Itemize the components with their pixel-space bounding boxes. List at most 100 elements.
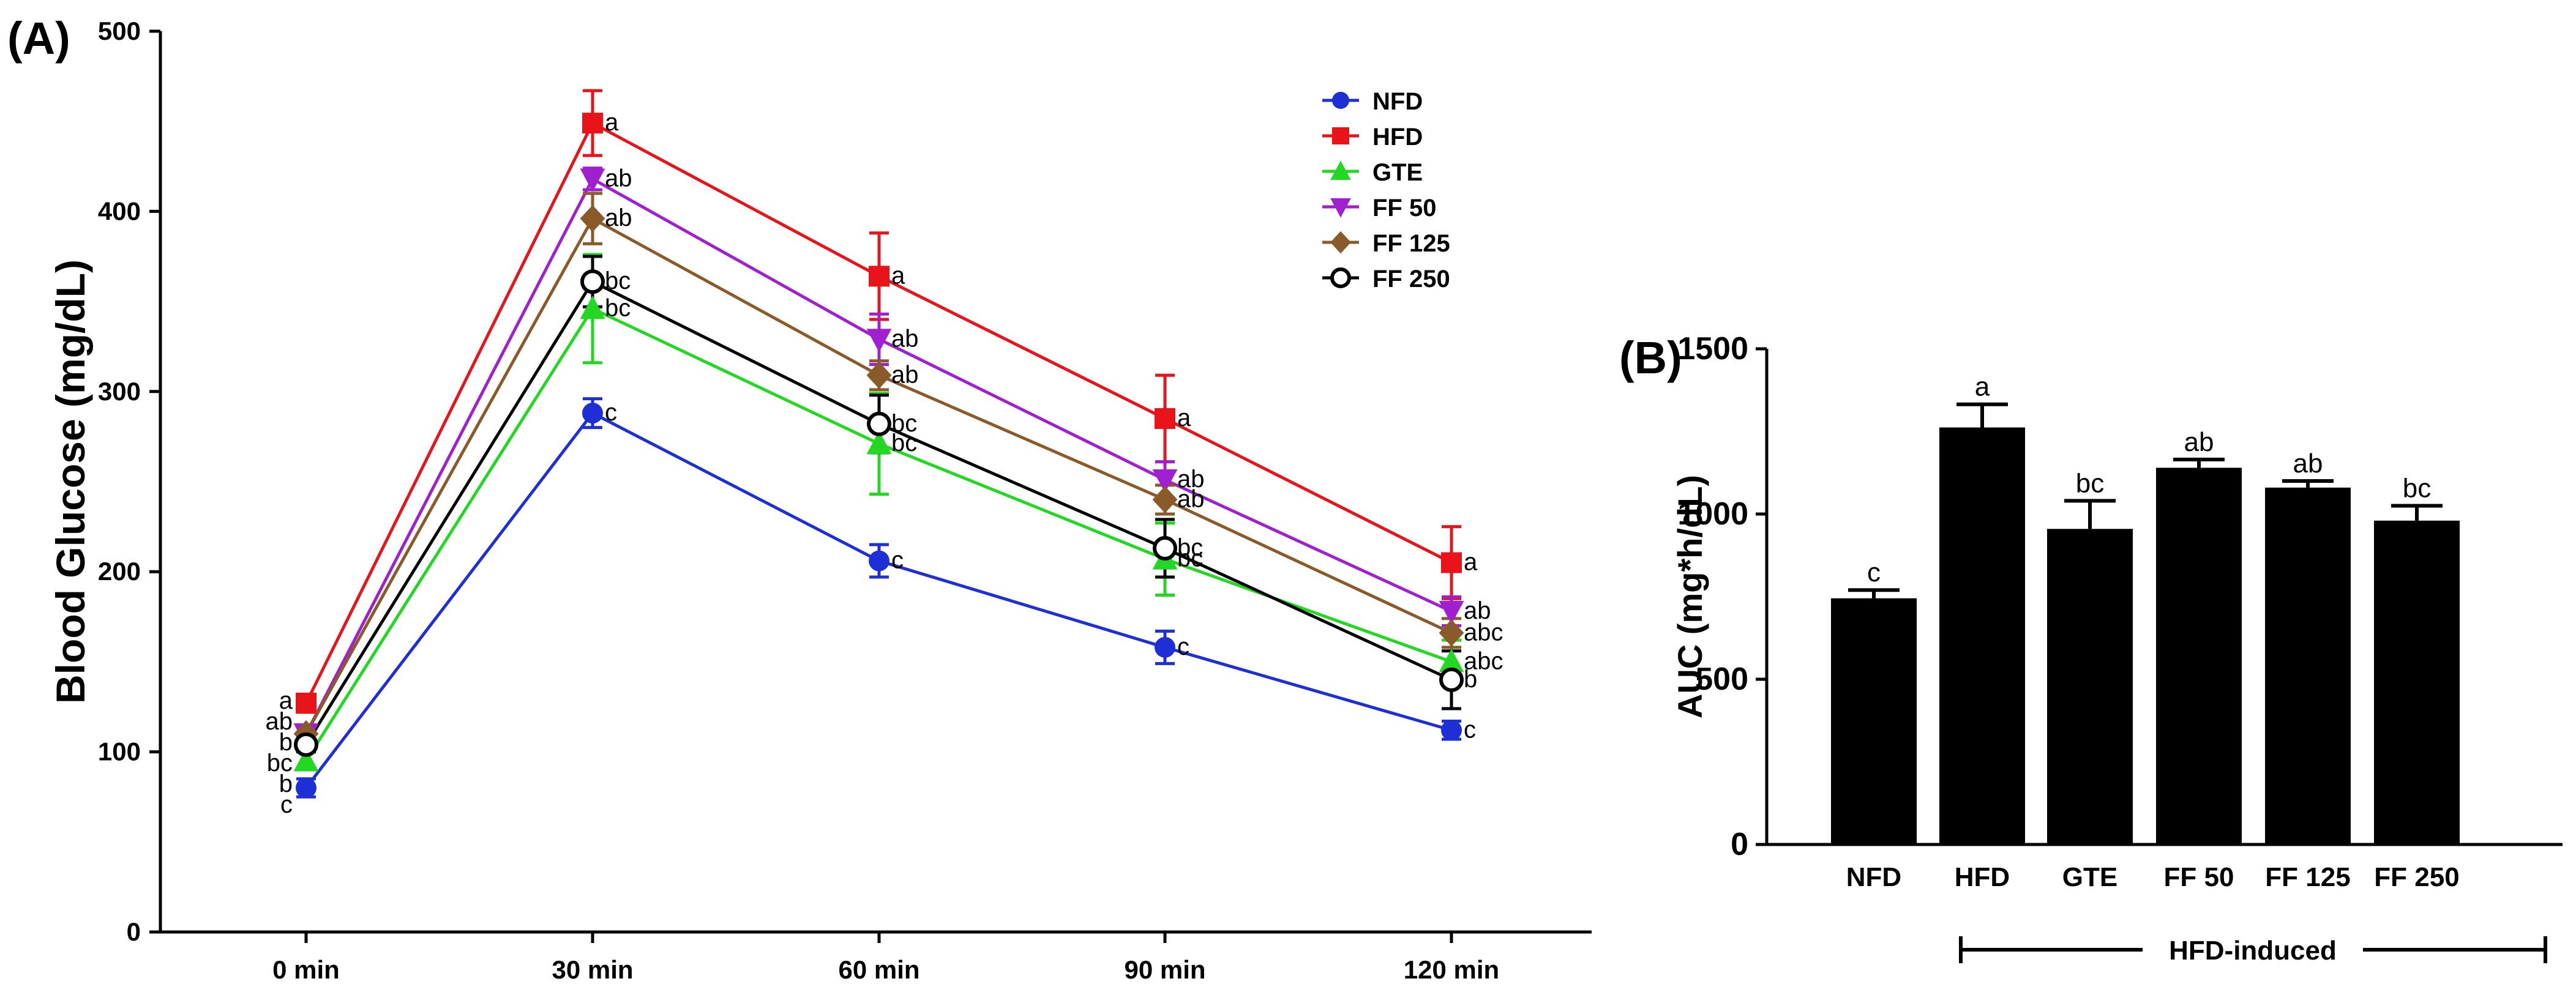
significance-letter: ab (891, 361, 919, 388)
significance-letter: b (279, 770, 293, 797)
significance-letter: c (1464, 716, 1476, 743)
data-point (866, 329, 892, 352)
x-tick-label: 120 min (1404, 955, 1499, 984)
significance-letter: a (1975, 372, 1990, 402)
data-point (580, 296, 605, 319)
legend-marker (1332, 92, 1349, 109)
x-tick-label: FF 250 (2374, 862, 2459, 892)
x-tick-label: NFD (1846, 862, 1901, 892)
significance-letter: ab (266, 708, 293, 735)
significance-letter: c (1867, 557, 1881, 587)
x-tick-label: 0 min (272, 955, 340, 984)
data-point (580, 168, 605, 192)
significance-letter: a (1464, 548, 1478, 575)
bar-ff-250 (2374, 520, 2460, 844)
bar-ff-50 (2156, 468, 2242, 844)
y-tick-label: 0 (1731, 827, 1748, 862)
significance-letter: ab (2293, 449, 2323, 479)
legend-label: NFD (1372, 88, 1423, 115)
data-point (1441, 552, 1462, 573)
data-point (580, 269, 605, 294)
data-point (1439, 619, 1464, 647)
significance-letter: bc (605, 294, 631, 321)
data-point (580, 205, 605, 233)
data-point (1155, 636, 1175, 658)
data-point (296, 777, 316, 799)
legend-label: HFD (1372, 124, 1423, 151)
significance-letter: abc (1464, 647, 1503, 674)
data-point (1439, 600, 1464, 625)
significance-letter: bc (267, 750, 293, 777)
significance-letter: bc (891, 430, 917, 457)
y-tick-label: 100 (98, 737, 141, 766)
y-tick-label: 300 (98, 377, 141, 406)
significance-letter: ab (605, 165, 632, 192)
data-point (582, 403, 603, 424)
bar-nfd (1831, 598, 1917, 844)
legend-marker (1330, 267, 1351, 288)
significance-letter: ab (891, 325, 919, 352)
data-point (1152, 486, 1178, 513)
data-point (1155, 408, 1175, 429)
data-point (296, 693, 316, 714)
significance-letter: bc (1177, 545, 1203, 572)
data-point (1439, 667, 1464, 692)
significance-letter: a (605, 109, 619, 136)
significance-letter: ab (605, 204, 632, 231)
significance-letter: bc (2076, 468, 2104, 498)
legend-label: GTE (1372, 159, 1423, 186)
legend-label: FF 125 (1372, 230, 1450, 257)
legend-marker (1330, 160, 1351, 180)
data-point (866, 362, 892, 389)
data-point (869, 266, 889, 287)
significance-letter: c (891, 547, 904, 574)
x-tick-label: FF 50 (2164, 862, 2234, 892)
data-point (294, 732, 318, 757)
x-tick-label: 60 min (838, 955, 919, 984)
panel-a-tag: (A) (7, 13, 70, 64)
data-point (867, 411, 891, 436)
significance-letter: c (280, 791, 293, 818)
significance-letter: c (1177, 633, 1189, 660)
y-axis-title: AUC (mg*h/dL) (1671, 475, 1709, 718)
bar-hfd (1939, 427, 2025, 844)
y-tick-label: 1500 (1677, 331, 1748, 367)
significance-letter: c (605, 399, 617, 426)
y-tick-label: 400 (98, 196, 141, 225)
significance-letter: abc (1464, 619, 1503, 646)
bar-gte (2047, 529, 2133, 844)
group-label: HFD-induced (2169, 936, 2337, 966)
significance-letter: a (891, 262, 905, 289)
data-point (1153, 535, 1177, 561)
legend-label: FF 250 (1372, 266, 1450, 293)
y-tick-label: 500 (98, 17, 141, 45)
data-point (1441, 720, 1462, 741)
y-tick-label: 500 (1695, 662, 1748, 697)
data-point (1439, 649, 1464, 673)
y-axis-title: Blood Glucose (mg/dL) (48, 259, 93, 704)
legend-marker (1330, 231, 1351, 254)
x-tick-label: 30 min (552, 955, 633, 984)
significance-letter: b (279, 729, 293, 756)
significance-letter: ab (1464, 597, 1491, 624)
significance-letter: ab (1177, 485, 1205, 512)
significance-letter: bc (605, 267, 631, 294)
legend-label: FF 50 (1372, 195, 1436, 222)
significance-letter: bc (891, 410, 917, 437)
significance-letter: a (279, 687, 293, 714)
significance-letter: b (1464, 666, 1477, 693)
significance-letter: a (1177, 404, 1191, 431)
data-point (582, 113, 603, 134)
significance-letter: ab (1177, 466, 1205, 493)
data-point (866, 430, 892, 455)
bar-ff-125 (2265, 487, 2351, 844)
x-tick-label: 90 min (1124, 955, 1205, 984)
legend-marker (1332, 127, 1349, 144)
significance-letter: bc (2403, 474, 2431, 504)
y-tick-label: 200 (98, 557, 141, 586)
y-tick-label: 1000 (1677, 496, 1748, 532)
data-point (293, 748, 319, 772)
y-tick-label: 0 (127, 917, 141, 946)
x-tick-label: FF 125 (2265, 862, 2350, 892)
